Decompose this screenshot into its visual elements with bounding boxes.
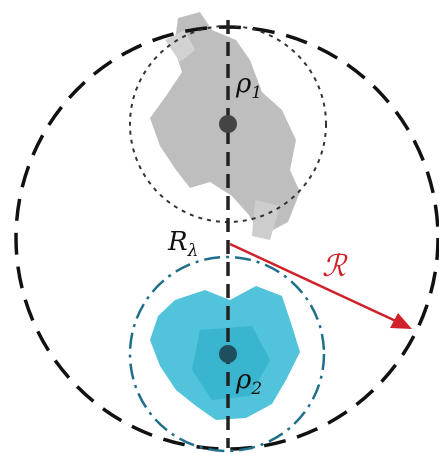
r-lambda-sub: λ <box>187 241 199 261</box>
upper-center <box>219 115 237 133</box>
radius-label: ℛ <box>322 249 348 284</box>
r-lambda-label: Rλ <box>167 227 198 261</box>
rho1-sub: 1 <box>251 83 262 103</box>
rho2-base: ρ <box>235 365 252 395</box>
diagram: ρ1 Rλ ℛ ρ2 <box>0 0 439 453</box>
rho1-label: ρ1 <box>235 69 262 103</box>
r-lambda-base: R <box>167 227 188 257</box>
lower-center <box>219 345 237 363</box>
rho2-sub: 2 <box>250 379 262 399</box>
rho1-base: ρ <box>235 69 252 99</box>
